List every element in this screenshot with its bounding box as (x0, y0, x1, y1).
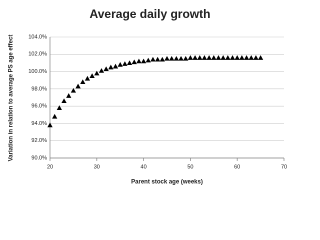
x-tick-label: 50 (187, 164, 193, 170)
data-point (150, 56, 156, 62)
data-point (258, 55, 264, 60)
data-point (187, 55, 193, 60)
y-tick-label: 98.0% (31, 86, 47, 92)
data-point (47, 122, 53, 128)
data-point (89, 73, 95, 78)
data-point (61, 98, 67, 104)
data-point (178, 56, 184, 61)
chart: Average daily growth Parent stock age (w… (9, 7, 287, 186)
data-point (183, 56, 189, 61)
y-tick-label: 102.0% (28, 52, 47, 58)
y-axis-label: Variation in relation to average PS age … (9, 35, 15, 162)
data-point (225, 55, 231, 60)
data-point (220, 55, 226, 60)
data-point (248, 55, 254, 60)
data-point (70, 87, 76, 93)
y-tick-label: 90.0% (31, 155, 47, 161)
data-point (234, 55, 240, 60)
data-point (145, 57, 151, 63)
data-point (229, 55, 236, 60)
data-point (215, 55, 222, 60)
data-point (253, 55, 259, 60)
x-tick-label: 20 (47, 164, 53, 170)
data-point (197, 55, 203, 60)
x-tick-label: 40 (141, 164, 147, 170)
data-point (94, 70, 100, 76)
x-tick-label: 60 (234, 164, 240, 170)
x-tick-label: 70 (281, 164, 287, 170)
chart-title: Average daily growth (90, 7, 211, 21)
data-point (80, 79, 86, 85)
x-tick-label: 30 (94, 164, 100, 170)
y-tick-label: 94.0% (31, 121, 47, 127)
data-point (117, 62, 123, 67)
x-axis-label: Parent stock age (weeks) (131, 180, 203, 186)
data-point (169, 56, 175, 61)
data-point (243, 55, 250, 60)
y-tick-label: 92.0% (31, 138, 47, 144)
data-point (164, 56, 170, 61)
data-point (126, 60, 133, 66)
data-point (66, 93, 72, 98)
data-point (122, 61, 128, 66)
y-tick-label: 104.0% (28, 34, 47, 40)
y-tick-label: 100.0% (28, 69, 47, 75)
data-point (155, 56, 161, 62)
data-point (211, 55, 217, 60)
data-point (108, 64, 114, 70)
y-tick-label: 96.0% (31, 104, 47, 110)
data-point (239, 55, 245, 60)
data-point (52, 113, 58, 119)
data-point (201, 55, 208, 60)
data-point (136, 58, 142, 64)
data-point (84, 75, 91, 81)
data-point (173, 56, 179, 61)
data-point (131, 59, 137, 65)
data-point (192, 55, 198, 60)
data-point (112, 63, 119, 69)
data-point (75, 83, 81, 89)
data-point (103, 66, 109, 72)
data-point (141, 58, 147, 64)
data-point (206, 55, 212, 60)
data-point (159, 56, 165, 62)
data-point (98, 68, 105, 73)
data-point (56, 105, 62, 110)
